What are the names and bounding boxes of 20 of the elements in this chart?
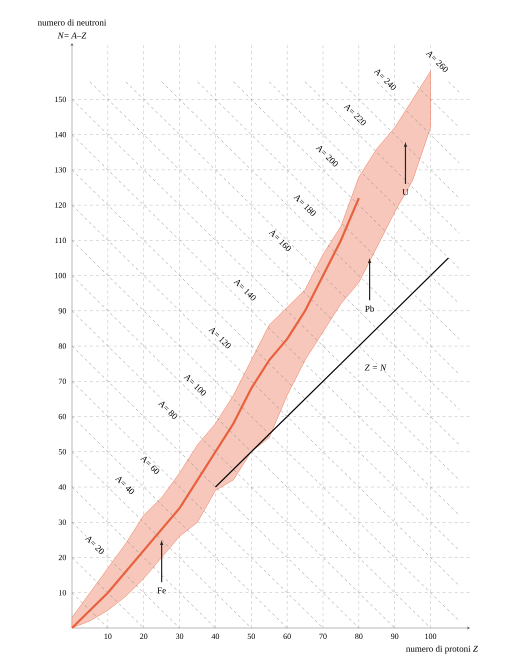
annotation: Fe xyxy=(157,587,166,594)
annotation: A= 40 xyxy=(115,476,134,494)
annotation: A= 180 xyxy=(293,195,316,216)
annotation: A= 100 xyxy=(184,375,206,396)
annotation: U xyxy=(402,189,409,196)
annotation: A= 220 xyxy=(344,104,366,126)
annotation: A= 200 xyxy=(316,146,338,166)
annotation: A= 20 xyxy=(84,536,104,554)
annotation: A= 80 xyxy=(158,402,178,419)
annotation: Z = N xyxy=(364,364,387,371)
annotation: A= 240 xyxy=(374,69,396,90)
annotation: A= 260 xyxy=(426,52,448,72)
text: N= A–Z xyxy=(58,32,86,38)
annotation: A= 60 xyxy=(140,456,160,474)
annotation: A= 140 xyxy=(234,280,256,300)
y-axis-title: numero di neutroni xyxy=(38,19,106,26)
annotation: A= 160 xyxy=(268,230,292,252)
x-axis-title: numero di protoni Z xyxy=(406,645,478,654)
annotation: A= 120 xyxy=(208,328,231,348)
annotation: Pb xyxy=(365,306,374,312)
